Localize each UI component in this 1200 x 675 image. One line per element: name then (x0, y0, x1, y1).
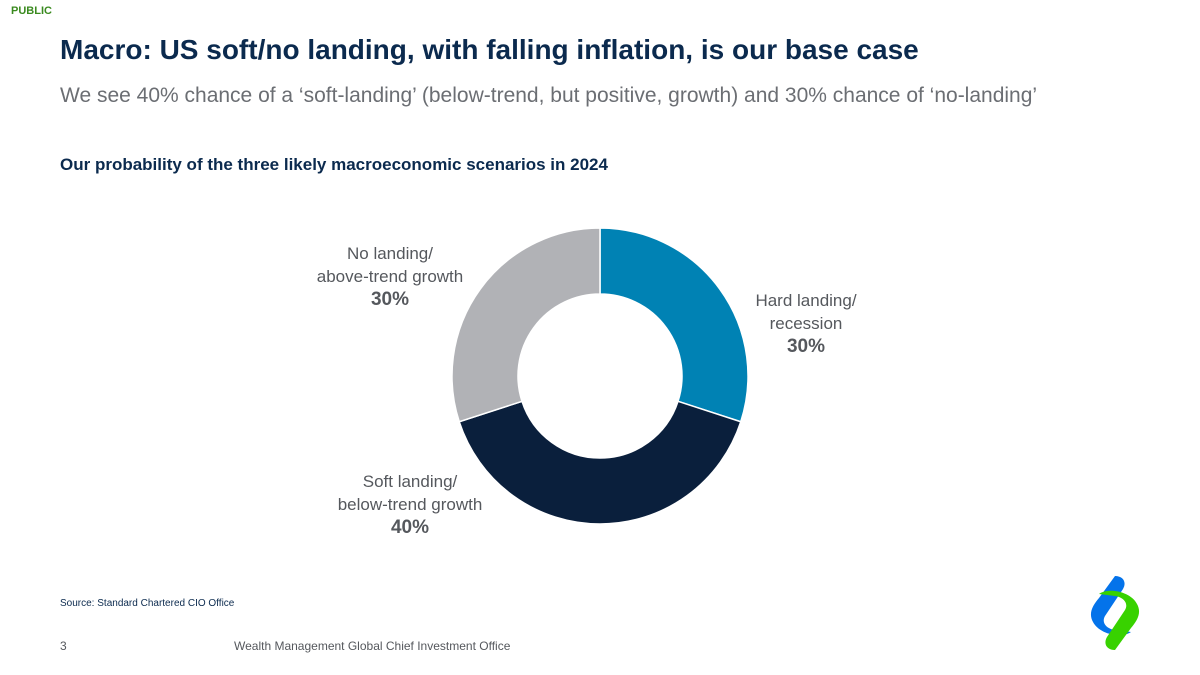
slice-label-line: Soft landing/ (362, 472, 458, 491)
slice-label-line: below-trend growth (337, 495, 483, 514)
slice-label-line: No landing/ (346, 244, 433, 263)
classification-label: PUBLIC (11, 5, 52, 17)
slice-value-label: 40% (390, 517, 430, 538)
chart-title: Our probability of the three likely macr… (60, 155, 608, 174)
donut-slice-hard-landing (599, 227, 749, 423)
donut-slice-no-landing (451, 227, 601, 423)
footer-text: Wealth Management Global Chief Investmen… (234, 639, 511, 653)
slice-value-label: 30% (786, 336, 826, 357)
slice-label-no-landing: No landing/ above-trend growth 30% (290, 242, 490, 311)
slice-label-line: above-trend growth (316, 267, 464, 286)
slice-label-line: recession (769, 314, 843, 333)
slice-value-label: 30% (370, 289, 410, 310)
slide-title: Macro: US soft/no landing, with falling … (60, 34, 919, 65)
donut-slice-soft-landing (458, 400, 742, 525)
standard-chartered-logo-icon (1090, 576, 1140, 650)
slice-label-line: Hard landing/ (755, 291, 857, 310)
source-note: Source: Standard Chartered CIO Office (60, 598, 235, 609)
slice-label-soft-landing: Soft landing/ below-trend growth 40% (310, 470, 510, 539)
slide-subtitle: We see 40% chance of a ‘soft-landing’ (b… (60, 84, 1038, 107)
slice-label-hard-landing: Hard landing/ recession 30% (722, 289, 890, 358)
page-number: 3 (60, 639, 67, 653)
